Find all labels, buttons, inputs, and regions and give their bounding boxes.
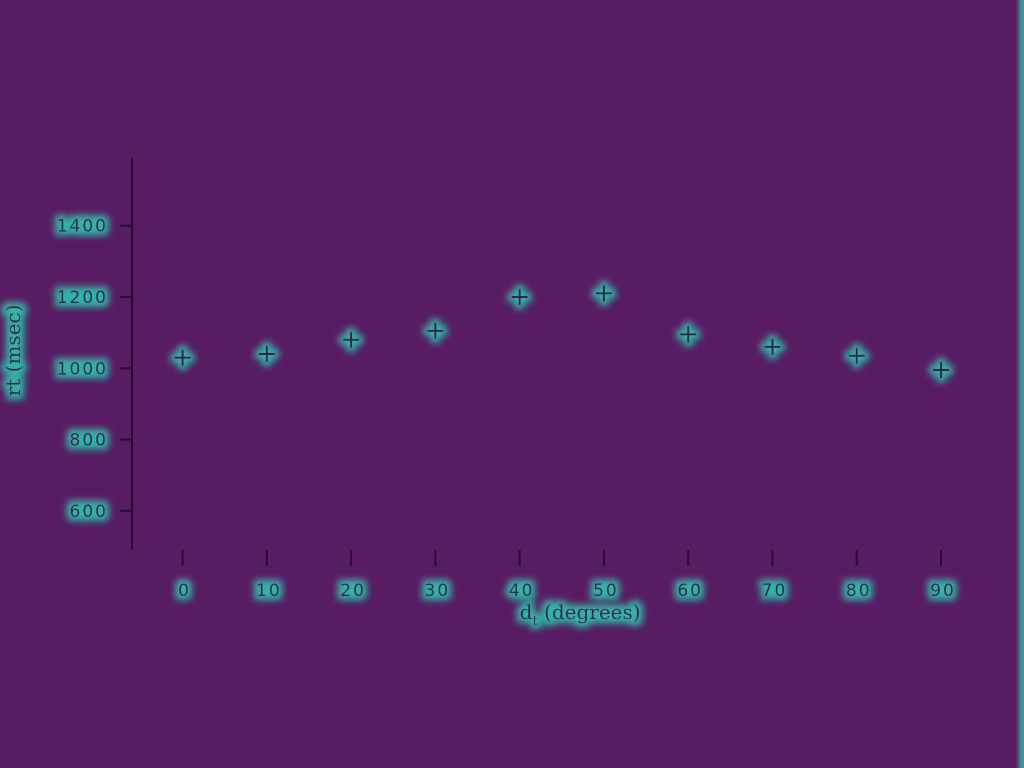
y-tick-label: 1000 — [57, 359, 108, 379]
data-point — [343, 331, 360, 348]
y-tick-label: 1200 — [57, 288, 108, 308]
data-point — [848, 347, 865, 364]
right-edge-strip — [1016, 0, 1024, 768]
data-points — [174, 285, 950, 379]
axis-labels: 600 800 1000 1200 1400 0 10 20 30 40 50 60 70 80 90 dt … — [1, 217, 956, 629]
y-tick-label: 600 — [70, 502, 108, 522]
data-point — [511, 288, 528, 305]
data-point — [680, 326, 697, 343]
x-tick-label: 50 — [593, 581, 619, 601]
x-axis-label: dt (degrees) — [520, 600, 641, 629]
x-tick-label: 0 — [178, 581, 191, 601]
data-point — [258, 346, 275, 362]
x-tick-label: 30 — [425, 581, 451, 601]
ticks — [120, 224, 943, 566]
y-tick-label: 800 — [70, 431, 108, 451]
x-tick-label: 80 — [846, 581, 872, 601]
x-tick-label: 10 — [256, 581, 282, 601]
x-tick-label: 40 — [509, 581, 535, 601]
data-point — [427, 322, 444, 339]
x-tick-label: 60 — [677, 581, 703, 601]
data-point — [595, 285, 612, 302]
x-tick-label: 90 — [930, 581, 956, 601]
axes — [126, 158, 1010, 552]
data-point — [764, 338, 781, 355]
data-point — [174, 349, 191, 366]
y-axis-label: rt (msec) — [1, 305, 25, 397]
x-tick-label: 20 — [340, 581, 366, 601]
x-tick-label: 70 — [762, 581, 788, 601]
data-point — [933, 362, 950, 379]
y-tick-label: 1400 — [57, 217, 108, 237]
